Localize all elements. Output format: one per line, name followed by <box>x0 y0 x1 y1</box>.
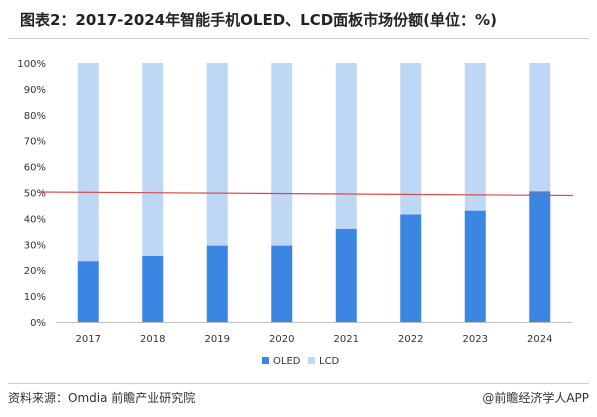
bar-oled-2021 <box>335 228 357 322</box>
bar-oled-2019 <box>206 245 228 322</box>
x-tick-label: 2022 <box>398 334 423 345</box>
reference-line-50 <box>39 191 574 197</box>
bar-oled-2020 <box>271 245 293 322</box>
y-tick-label: 80% <box>24 111 46 122</box>
x-tick-label: 2024 <box>527 334 552 345</box>
x-tick-label: 2019 <box>205 334 230 345</box>
legend-swatch-oled <box>262 357 269 364</box>
bar-lcd-2023 <box>464 63 486 211</box>
bar-lcd-2022 <box>400 63 422 215</box>
bar-lcd-2024 <box>529 63 551 192</box>
x-tick-label: 2020 <box>269 334 294 345</box>
x-tick-label: 2023 <box>463 334 488 345</box>
brand-label: @前瞻经济学人APP <box>482 391 589 405</box>
bar-lcd-2021 <box>335 63 357 229</box>
y-tick-label: 60% <box>24 163 46 174</box>
y-tick-label: 90% <box>24 85 46 96</box>
x-tick-label: 2018 <box>140 334 165 345</box>
y-tick-label: 20% <box>24 266 46 277</box>
x-tick-label: 2021 <box>334 334 359 345</box>
bar-lcd-2017 <box>77 63 99 262</box>
y-tick-label: 30% <box>24 240 46 251</box>
bar-oled-2018 <box>142 255 164 322</box>
bar-oled-2023 <box>464 210 486 322</box>
bar-lcd-2018 <box>142 63 164 256</box>
y-tick-label: 100% <box>17 59 46 70</box>
chart-title: 图表2：2017-2024年智能手机OLED、LCD面板市场份额(单位：%) <box>20 11 497 29</box>
legend-label-lcd: LCD <box>319 356 340 367</box>
bar-oled-2017 <box>77 261 99 322</box>
stacked-bar-chart: 0% 10% 20% 30% 40% 50% 60% 70% 80% 90% 100% 2017 201… <box>17 59 574 367</box>
x-tick-label: 2017 <box>76 334 101 345</box>
footer-divider <box>8 383 589 384</box>
y-tick-label: 40% <box>24 214 46 225</box>
legend-swatch-lcd <box>308 357 315 364</box>
bar-oled-2024 <box>529 191 551 322</box>
legend-label-oled: OLED <box>273 356 301 367</box>
bar-oled-2022 <box>400 214 422 322</box>
y-tick-label: 50% <box>24 189 46 200</box>
title-divider <box>8 38 589 39</box>
y-tick-label: 70% <box>24 137 46 148</box>
y-tick-label: 10% <box>24 292 46 303</box>
y-tick-label: 0% <box>30 318 46 329</box>
source-note: 资料来源：Omdia 前瞻产业研究院 <box>8 391 196 405</box>
bar-lcd-2020 <box>271 63 293 246</box>
bar-lcd-2019 <box>206 63 228 246</box>
